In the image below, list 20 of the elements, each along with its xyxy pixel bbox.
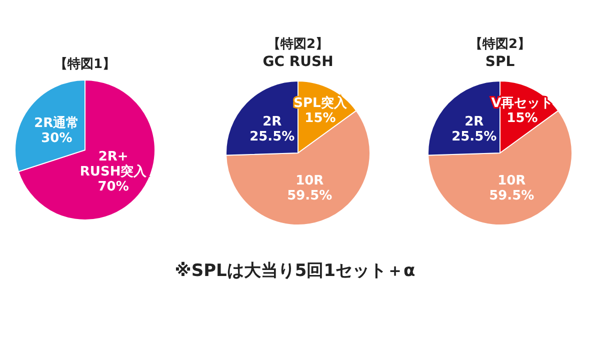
- slice-label: 10R: [296, 174, 324, 189]
- chart-subtitle: GC RUSH: [262, 54, 334, 70]
- slice-label: 2R通常: [34, 114, 80, 131]
- data-label: 15%: [506, 110, 538, 126]
- slice-label: 2R+ RUSH突入: [80, 150, 148, 180]
- slice-label: 10R: [498, 174, 526, 189]
- slice-label: 2R: [464, 114, 484, 130]
- data-label: 25.5%: [250, 129, 295, 144]
- chart-title: 【特図2】: [469, 36, 531, 52]
- slice-label: 2R: [262, 114, 282, 130]
- data-label: 30%: [41, 130, 72, 146]
- text: ※SPLは大当り5回1セット＋α: [174, 261, 416, 281]
- chart-subtitle: SPL: [485, 54, 515, 70]
- data-label: 70%: [98, 180, 129, 195]
- data-label: 15%: [304, 110, 336, 126]
- data-label: 59.5%: [489, 188, 534, 204]
- chart-title: 【特図1】: [54, 56, 116, 72]
- chart-title: 【特図2】: [267, 36, 329, 52]
- data-label: 59.5%: [287, 188, 332, 204]
- data-label: 25.5%: [452, 129, 497, 144]
